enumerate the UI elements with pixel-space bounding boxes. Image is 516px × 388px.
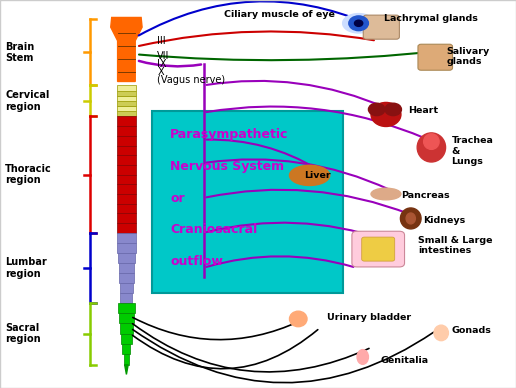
Bar — [123, 354, 130, 365]
Bar — [117, 111, 136, 116]
Bar — [117, 243, 136, 253]
Bar — [117, 85, 136, 90]
Bar — [117, 96, 136, 101]
Text: Salivary
glands: Salivary glands — [446, 47, 490, 66]
Text: or: or — [170, 192, 185, 205]
Ellipse shape — [406, 213, 415, 224]
Text: Thoracic
region: Thoracic region — [5, 164, 52, 185]
Ellipse shape — [289, 311, 307, 327]
Bar — [119, 313, 134, 323]
Ellipse shape — [385, 103, 401, 116]
Text: Lumbar
region: Lumbar region — [5, 257, 47, 279]
Text: III: III — [157, 36, 166, 46]
Text: Kidneys: Kidneys — [423, 216, 465, 225]
Ellipse shape — [417, 133, 445, 162]
Text: Heart: Heart — [408, 106, 438, 115]
Ellipse shape — [434, 325, 448, 341]
Text: (Vagus nerve): (Vagus nerve) — [157, 75, 225, 85]
Text: outflow: outflow — [170, 255, 223, 268]
Bar — [121, 334, 132, 344]
FancyBboxPatch shape — [352, 231, 405, 267]
Ellipse shape — [354, 20, 363, 26]
Bar — [117, 136, 136, 146]
FancyBboxPatch shape — [418, 44, 453, 70]
Bar — [117, 194, 136, 204]
Ellipse shape — [368, 103, 385, 116]
Bar — [122, 344, 131, 354]
FancyBboxPatch shape — [362, 237, 395, 261]
Bar — [117, 116, 136, 126]
Text: Nervous System: Nervous System — [170, 160, 284, 173]
Bar — [117, 126, 136, 136]
Bar — [117, 165, 136, 175]
Text: Ciliary muscle of eye: Ciliary muscle of eye — [224, 10, 335, 19]
Bar — [120, 323, 133, 334]
Text: VII: VII — [157, 51, 170, 61]
FancyBboxPatch shape — [152, 111, 343, 293]
Text: IX: IX — [157, 59, 167, 69]
Ellipse shape — [424, 134, 439, 149]
Ellipse shape — [343, 14, 375, 33]
Ellipse shape — [349, 16, 368, 31]
Text: Genitalia: Genitalia — [381, 355, 429, 365]
Bar — [117, 106, 136, 111]
Text: Craniosacral: Craniosacral — [170, 223, 257, 237]
Text: X: X — [157, 67, 164, 77]
Ellipse shape — [357, 350, 368, 364]
Text: Trachea
&
Lungs: Trachea & Lungs — [452, 137, 493, 166]
Text: Small & Large
intestines: Small & Large intestines — [418, 236, 492, 255]
Ellipse shape — [289, 165, 330, 185]
Bar — [117, 155, 136, 165]
Bar — [119, 263, 134, 273]
Text: Brain
Stem: Brain Stem — [5, 42, 35, 63]
Bar — [120, 293, 133, 303]
Bar — [117, 90, 136, 96]
Bar — [117, 233, 136, 243]
Polygon shape — [125, 365, 128, 374]
Bar — [117, 223, 136, 233]
Bar — [117, 175, 136, 184]
Text: Parasympathetic: Parasympathetic — [170, 128, 288, 141]
Ellipse shape — [400, 208, 421, 229]
Bar — [117, 204, 136, 213]
Bar — [117, 184, 136, 194]
Bar — [120, 283, 133, 293]
FancyBboxPatch shape — [363, 15, 399, 39]
Text: Liver: Liver — [304, 171, 331, 180]
Bar — [119, 273, 134, 283]
Bar — [117, 146, 136, 155]
Bar — [117, 101, 136, 106]
Text: Urinary bladder: Urinary bladder — [327, 313, 411, 322]
Bar — [118, 303, 135, 313]
Text: Pancreas: Pancreas — [401, 191, 450, 200]
Text: Cervical
region: Cervical region — [5, 90, 50, 112]
Bar — [117, 213, 136, 223]
Text: Gonads: Gonads — [452, 326, 491, 335]
Ellipse shape — [371, 188, 401, 200]
Text: Sacral
region: Sacral region — [5, 323, 41, 345]
Ellipse shape — [371, 102, 401, 126]
Polygon shape — [111, 17, 142, 81]
Bar — [118, 253, 135, 263]
Text: Lachrymal glands: Lachrymal glands — [384, 14, 478, 23]
